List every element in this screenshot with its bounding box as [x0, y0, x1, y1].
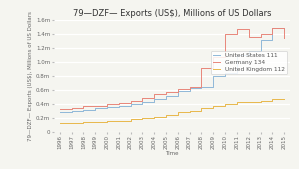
United States 111: [58, 111, 62, 113]
Germany 134: [152, 93, 156, 95]
X-axis label: Time: Time: [165, 151, 179, 156]
United Kingdom 112: [282, 98, 286, 100]
United States 111: [70, 110, 73, 112]
Germany 134: [247, 36, 251, 38]
United States 111: [176, 90, 180, 92]
United Kingdom 112: [211, 105, 215, 107]
Germany 134: [282, 37, 286, 39]
Title: 79—DZF— Exports (US$), Millions of US Dollars: 79—DZF— Exports (US$), Millions of US Do…: [73, 9, 271, 18]
Germany 134: [176, 88, 180, 90]
Y-axis label: 79—DZF— Exports (US$), Millions of US Dollars: 79—DZF— Exports (US$), Millions of US Do…: [28, 11, 33, 141]
United States 111: [105, 106, 109, 108]
United Kingdom 112: [129, 118, 132, 120]
United Kingdom 112: [58, 123, 62, 125]
United Kingdom 112: [164, 114, 168, 116]
United States 111: [235, 54, 239, 56]
United States 111: [129, 103, 132, 105]
Legend: United States 111, Germany 134, United Kingdom 112: United States 111, Germany 134, United K…: [211, 51, 287, 74]
United States 111: [271, 27, 274, 29]
United Kingdom 112: [93, 120, 97, 123]
Line: Germany 134: Germany 134: [60, 28, 284, 109]
Line: United Kingdom 112: United Kingdom 112: [60, 99, 284, 124]
Germany 134: [82, 105, 85, 107]
United States 111: [259, 40, 262, 42]
United States 111: [117, 105, 120, 107]
Line: United States 111: United States 111: [60, 28, 284, 112]
Germany 134: [259, 33, 262, 35]
Germany 134: [117, 102, 120, 104]
Germany 134: [164, 91, 168, 93]
Germany 134: [58, 108, 62, 110]
Germany 134: [200, 67, 203, 69]
United States 111: [141, 101, 144, 103]
United Kingdom 112: [200, 107, 203, 109]
United Kingdom 112: [176, 111, 180, 113]
United Kingdom 112: [271, 98, 274, 100]
United Kingdom 112: [259, 101, 262, 103]
United States 111: [247, 50, 251, 52]
United States 111: [93, 107, 97, 110]
United Kingdom 112: [235, 101, 239, 103]
Germany 134: [223, 33, 227, 35]
United States 111: [164, 95, 168, 97]
Germany 134: [70, 107, 73, 109]
Germany 134: [129, 101, 132, 103]
United Kingdom 112: [188, 110, 191, 112]
Germany 134: [211, 55, 215, 57]
United States 111: [200, 86, 203, 88]
Germany 134: [188, 86, 191, 88]
United States 111: [223, 72, 227, 74]
United Kingdom 112: [247, 101, 251, 103]
Germany 134: [93, 105, 97, 107]
Germany 134: [235, 28, 239, 30]
United Kingdom 112: [141, 117, 144, 119]
United Kingdom 112: [105, 120, 109, 122]
United States 111: [211, 75, 215, 77]
United Kingdom 112: [152, 116, 156, 118]
United States 111: [282, 30, 286, 32]
United Kingdom 112: [70, 122, 73, 124]
United Kingdom 112: [223, 103, 227, 105]
United States 111: [188, 87, 191, 89]
United Kingdom 112: [82, 121, 85, 123]
United States 111: [82, 108, 85, 111]
United Kingdom 112: [117, 119, 120, 122]
Germany 134: [271, 27, 274, 29]
Germany 134: [105, 103, 109, 105]
United States 111: [152, 98, 156, 100]
Germany 134: [141, 97, 144, 99]
